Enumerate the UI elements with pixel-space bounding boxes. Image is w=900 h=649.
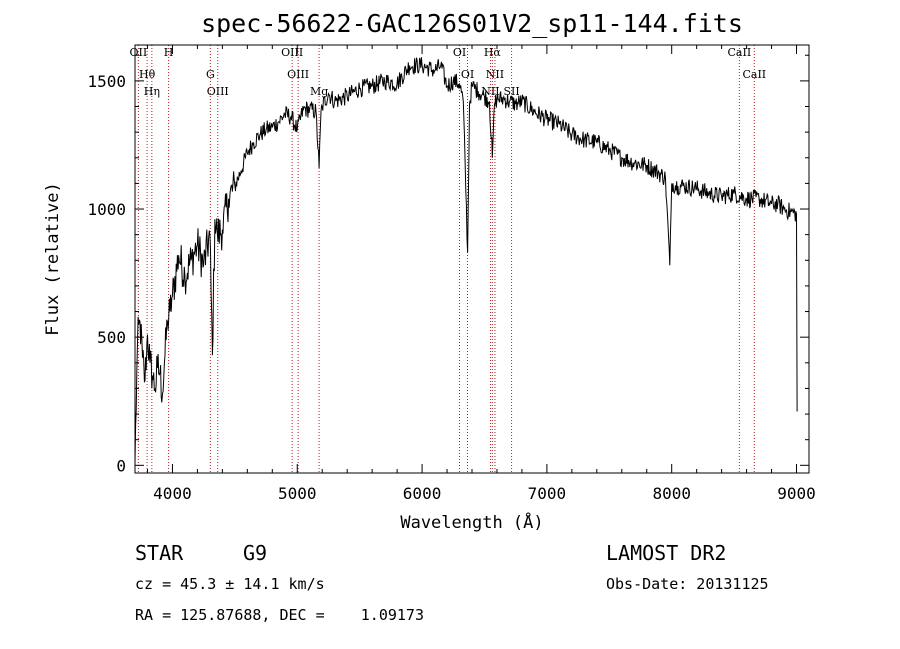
line-label: OIII xyxy=(207,85,229,98)
y-tick-label: 1500 xyxy=(87,72,126,91)
spectrum-line xyxy=(134,57,798,463)
coordinates: RA = 125.87688, DEC = 1.09173 xyxy=(135,606,424,624)
x-axis: 4000 5000 6000 7000 8000 9000 xyxy=(146,45,816,503)
line-label: OI xyxy=(461,68,474,81)
chart-title: spec-56622-GAC126S01V2_sp11-144.fits xyxy=(201,9,743,38)
y-tick-label: 500 xyxy=(97,328,126,347)
line-label: CaII xyxy=(742,68,766,81)
x-tick-label: 6000 xyxy=(403,484,442,503)
x-tick-label: 5000 xyxy=(278,484,317,503)
survey-name: LAMOST DR2 xyxy=(606,541,726,565)
line-label: Hη xyxy=(144,85,160,98)
emission-line-markers xyxy=(137,45,755,473)
y-axis-label: Flux (relative) xyxy=(43,182,63,336)
x-tick-label: 4000 xyxy=(153,484,192,503)
obs-date: Obs-Date: 20131125 xyxy=(606,575,769,593)
y-tick-label: 0 xyxy=(116,456,126,475)
line-label: OIII xyxy=(287,68,309,81)
line-label: Hθ xyxy=(139,68,156,81)
object-subclass: G9 xyxy=(243,541,267,565)
object-class: STAR xyxy=(135,541,184,565)
y-axis: 0 500 1000 1500 xyxy=(87,54,809,475)
x-tick-label: 7000 xyxy=(528,484,567,503)
line-label: NII xyxy=(486,68,504,81)
line-label: OI xyxy=(453,46,466,59)
line-label: Mg xyxy=(310,85,328,98)
line-label: OIII xyxy=(281,46,303,59)
x-axis-label: Wavelength (Å) xyxy=(400,511,543,533)
y-tick-label: 1000 xyxy=(87,200,126,219)
redshift-text: cz = 45.3 ± 14.1 km/s xyxy=(135,575,325,593)
line-label: OII xyxy=(130,46,148,59)
line-label: G xyxy=(206,68,215,81)
line-label: H xyxy=(164,46,174,59)
x-tick-label: 9000 xyxy=(777,484,816,503)
line-label: CaII xyxy=(728,46,752,59)
x-tick-label: 8000 xyxy=(652,484,691,503)
plot-frame xyxy=(134,44,810,474)
line-label: Hα xyxy=(484,46,502,59)
